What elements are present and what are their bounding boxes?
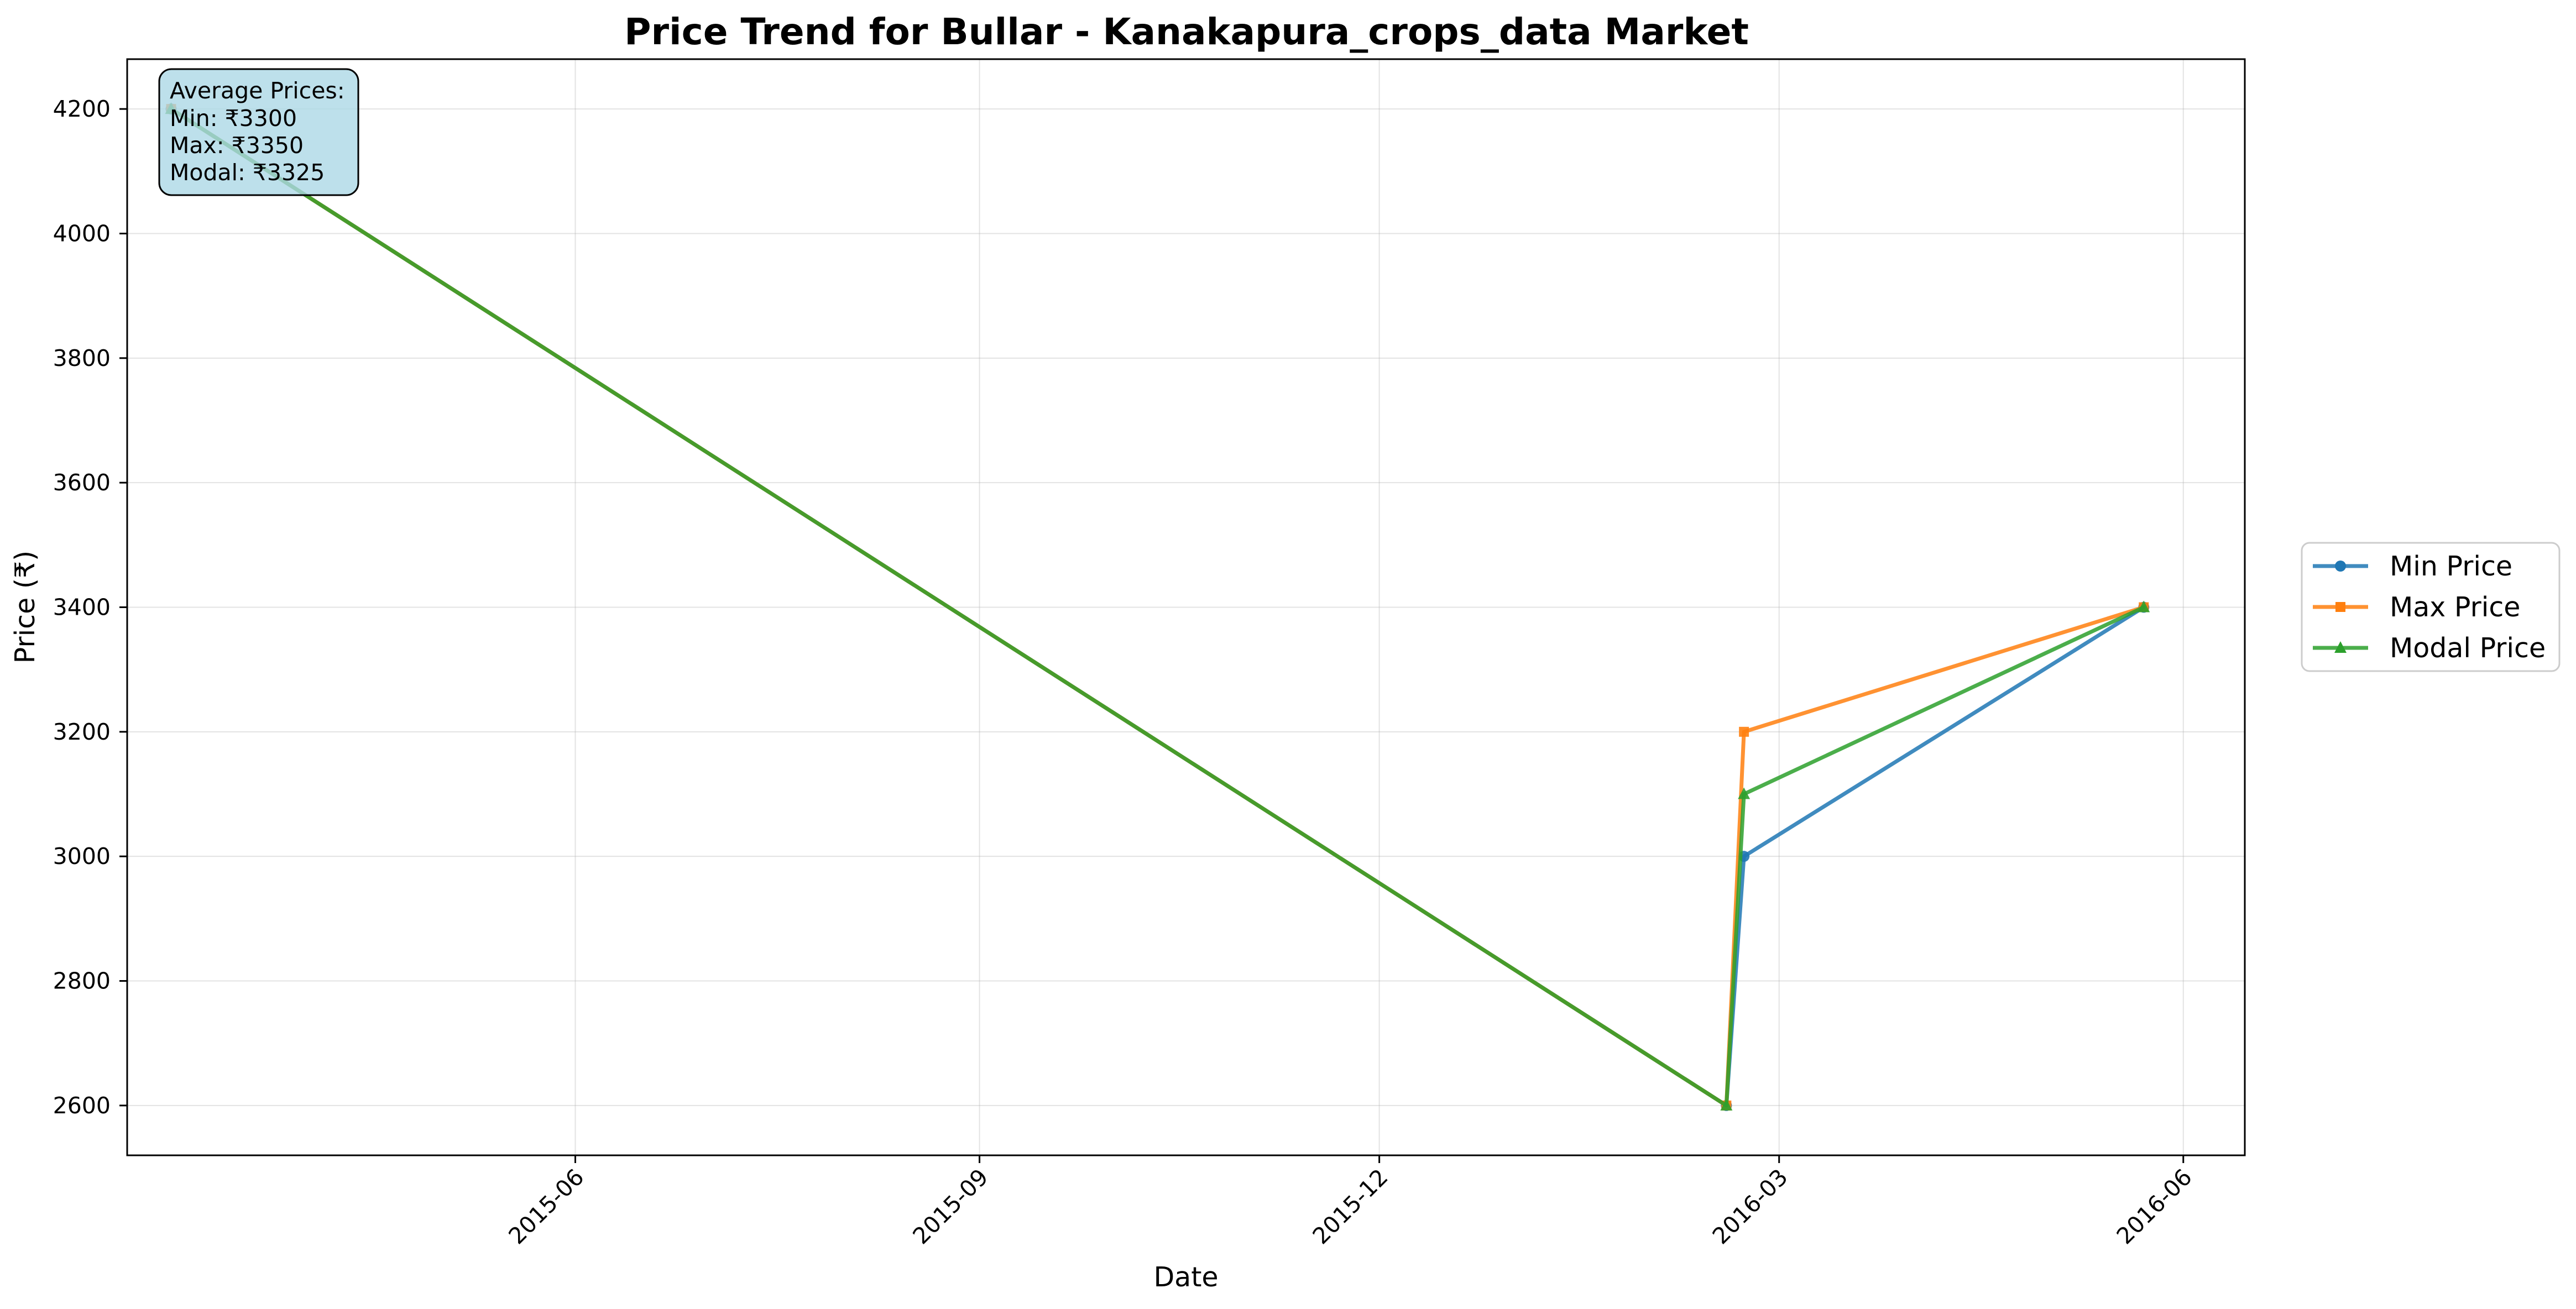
modal-price-point [1720,1098,1733,1111]
annotation-min: Min: ₹3300 [170,105,297,132]
modal-price-point [2138,600,2150,612]
y-tick-label: 3600 [53,469,111,496]
y-tick-label: 3800 [53,345,111,371]
legend-modal-price-label: Modal Price [2390,632,2546,664]
x-axis-label: Date [1153,1261,1218,1293]
y-tick-label: 2600 [53,1092,111,1119]
legend-box [2301,542,2561,672]
legend: Min Price Max Price Modal Price [2301,542,2561,672]
legend-modal-price-marker [2334,641,2347,653]
y-tick-label: 4200 [53,96,111,122]
legend-max-price-marker [2335,602,2345,612]
annotation-modal: Modal: ₹3325 [170,159,325,186]
grid [127,59,2245,1155]
annotation-title: Average Prices: [170,77,345,104]
annotation-box [158,68,359,196]
y-tick-label: 3400 [53,594,111,621]
legend-min-price-label: Min Price [2390,551,2512,582]
modal-price-point [1738,787,1751,799]
y-tick-label: 4000 [53,220,111,247]
max-price-point [1739,726,1749,737]
legend-max-price-label: Max Price [2390,591,2520,623]
y-axis-label: Price (₹) [9,551,41,664]
modal-price-line [169,107,2146,1108]
legend-min-price-marker [2335,561,2346,572]
average-prices-annotation: Average Prices: Min: ₹3300 Max: ₹3350 Mo… [158,68,359,196]
annotation-max: Max: ₹3350 [170,132,304,159]
y-tick-label: 3000 [53,843,111,870]
y-tick-label: 3200 [53,719,111,745]
y-tick-label: 2800 [53,968,111,994]
chart-title: Price Trend for Bullar - Kanakapura_crop… [624,11,1749,53]
